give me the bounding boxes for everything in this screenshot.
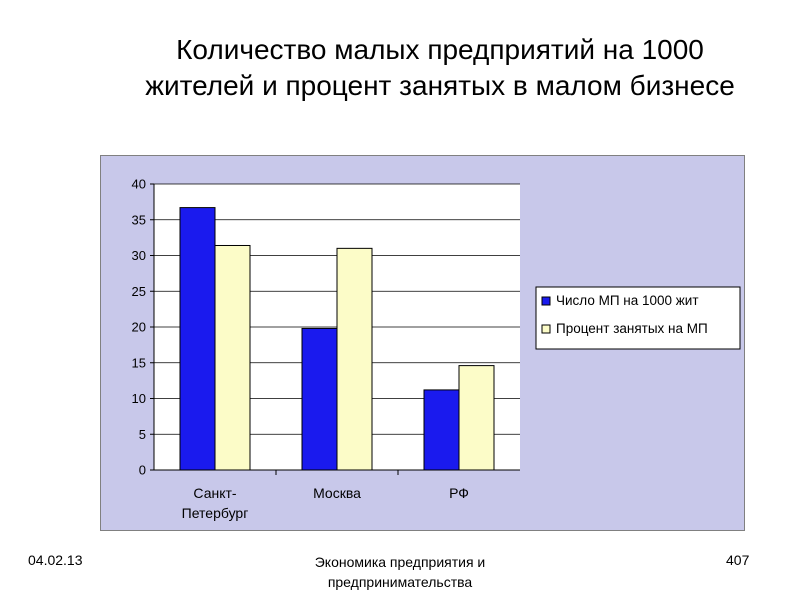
- footer-date: 04.02.13: [28, 552, 83, 568]
- y-tick-label: 35: [132, 212, 146, 227]
- bar-series-2: [214, 244, 251, 471]
- footer-page-number: 407: [726, 552, 750, 568]
- y-tick-label: 20: [132, 320, 146, 335]
- legend: [535, 286, 741, 350]
- y-tick-label: 25: [132, 284, 146, 299]
- bar-series-2: [336, 247, 373, 471]
- legend-label: Процент занятых на МП: [556, 321, 708, 336]
- footer-center-line-2: предпринимательства: [327, 574, 473, 590]
- title-line-2: жителей и процент занятых в малом бизнес…: [145, 70, 735, 101]
- x-tick-label: Санкт-: [193, 485, 236, 501]
- bar-series-1: [423, 389, 460, 471]
- footer-center-line-1: Экономика предприятия и: [314, 554, 486, 570]
- legend-label: Число МП на 1000 жит: [556, 293, 699, 308]
- chart-area: 0 5 10 15 20 25 30 35 40 Санкт- Петербург Москва РФ Ч…: [100, 155, 745, 531]
- bar-series-1: [301, 327, 338, 471]
- y-tick-label: 0: [139, 463, 146, 478]
- bar-chart: 0 5 10 15 20 25 30 35 40 Санкт- Петербург Москва РФ Ч…: [100, 155, 745, 531]
- x-tick-label: Москва: [313, 485, 361, 501]
- y-tick-label: 15: [132, 355, 146, 370]
- title-line-1: Количество малых предприятий на 1000: [176, 34, 704, 65]
- y-tick-label: 40: [132, 177, 146, 192]
- x-tick-label: РФ: [449, 485, 469, 501]
- legend-swatch: [541, 296, 551, 306]
- footer-center-text: Экономика предприятия и предпринимательс…: [270, 552, 530, 592]
- bar-series-1: [179, 207, 216, 471]
- y-tick-label: 5: [139, 427, 146, 442]
- bar-series-2: [458, 365, 495, 471]
- legend-swatch: [541, 324, 551, 334]
- slide-title: Количество малых предприятий на 1000 жит…: [60, 32, 800, 104]
- y-tick-label: 10: [132, 391, 146, 406]
- y-tick-label: 30: [132, 248, 146, 263]
- x-tick-label: Петербург: [182, 505, 249, 521]
